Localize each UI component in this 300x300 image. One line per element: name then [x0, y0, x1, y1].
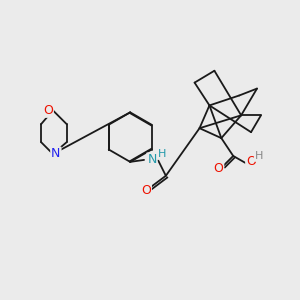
Text: O: O	[43, 104, 53, 117]
Text: N: N	[147, 153, 157, 167]
Text: O: O	[141, 184, 151, 197]
Text: H: H	[255, 151, 263, 161]
Text: O: O	[246, 155, 256, 168]
Text: N: N	[51, 148, 61, 160]
Text: H: H	[158, 149, 166, 159]
Text: O: O	[213, 162, 223, 175]
